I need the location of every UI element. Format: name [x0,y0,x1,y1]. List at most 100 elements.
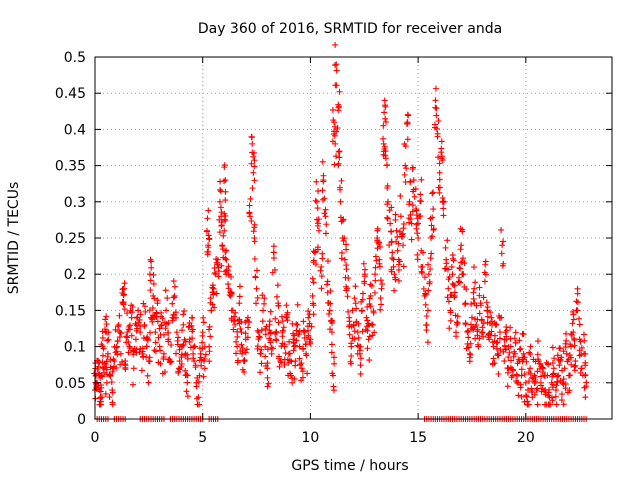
data-point [287,370,294,377]
data-point [202,351,209,358]
data-point [527,343,534,350]
data-point [528,385,535,392]
x-tick-label: 15 [409,430,427,446]
data-point [221,210,228,217]
data-point [366,357,373,364]
data-point [147,277,154,284]
data-point [425,287,432,294]
data-point [467,340,474,347]
data-point [444,237,451,244]
data-point [310,311,317,318]
data-point [556,362,563,369]
data-point [336,88,343,95]
data-point [163,307,170,314]
data-point [184,379,191,386]
data-point [446,274,453,281]
data-point [181,336,188,343]
data-point [417,191,424,198]
data-point [102,316,109,323]
data-point [264,346,271,353]
data-point [252,274,259,281]
data-point [369,332,376,339]
data-point [124,329,131,336]
data-point [211,265,218,272]
data-point [454,313,461,320]
data-point [503,333,510,340]
data-point [493,321,500,328]
data-point [372,264,379,271]
data-point [180,341,187,348]
data-point [537,373,544,380]
data-point [319,158,326,165]
data-point [269,269,276,276]
x-tick-label: 0 [91,430,100,446]
data-point [259,292,266,299]
data-point [267,337,274,344]
data-point [169,300,176,307]
data-point [376,239,383,246]
data-point [336,154,343,161]
data-point [384,201,391,208]
data-point [365,320,372,327]
data-point [330,117,337,124]
data-point [262,325,269,332]
data-point [137,329,144,336]
data-point [251,238,258,245]
data-point [189,314,196,321]
data-point [581,337,588,344]
data-point [456,264,463,271]
data-point [345,308,352,315]
data-point [570,329,577,336]
data-point [265,380,272,387]
data-point [461,260,468,267]
data-point [487,309,494,316]
data-point [331,123,338,130]
data-point [349,307,356,314]
data-point [418,268,425,275]
data-point [328,317,335,324]
data-point [352,283,359,290]
data-point [296,331,303,338]
data-point [176,346,183,353]
data-point [577,369,584,376]
data-point [502,329,509,336]
data-point [294,321,301,328]
data-point [306,320,313,327]
data-point [414,256,421,263]
data-point [470,295,477,302]
data-point [148,264,155,271]
data-point [365,336,372,343]
data-point [356,347,363,354]
data-point [333,61,340,68]
data-point [521,371,528,378]
data-point [417,213,424,220]
data-point [296,355,303,362]
data-point [338,255,345,262]
data-point [566,352,573,359]
data-point [333,153,340,160]
data-point [355,334,362,341]
data-point [210,291,217,298]
data-point [151,347,158,354]
data-point [300,318,307,325]
data-point [180,321,187,328]
data-point [414,230,421,237]
data-point [351,328,358,335]
data-point [242,330,249,337]
data-point [457,265,464,272]
data-point [391,271,398,278]
data-point [181,308,188,315]
data-point [402,162,409,169]
data-point [560,401,567,408]
data-point [116,334,123,341]
data-point [320,172,327,179]
data-point [324,258,331,265]
data-point [523,358,530,365]
data-point [549,384,556,391]
data-point [433,125,440,132]
data-point [377,277,384,284]
data-point [436,176,443,183]
data-point [147,287,154,294]
data-point [117,361,124,368]
data-point [483,299,490,306]
